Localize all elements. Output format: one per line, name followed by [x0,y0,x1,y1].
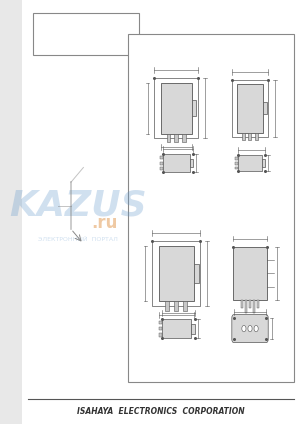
Bar [242,132,245,140]
Bar [263,102,267,114]
Bar [167,134,170,142]
Bar [232,80,268,137]
Bar [158,327,162,330]
Text: .ru: .ru [91,214,117,232]
Bar [191,324,195,334]
Bar [159,246,194,301]
Bar [128,34,294,382]
Bar [238,155,262,171]
Bar [241,300,243,308]
Bar [236,167,238,169]
Bar [33,13,139,55]
Bar [174,301,178,311]
Text: KAZUS: KAZUS [9,189,147,223]
Bar [190,159,193,167]
Bar [158,321,162,324]
Bar [154,78,198,138]
Bar [163,154,190,172]
Bar [160,167,163,170]
Bar [161,83,192,134]
Bar [165,301,169,311]
FancyBboxPatch shape [232,315,268,343]
Circle shape [242,326,246,332]
Bar [162,319,191,338]
Bar [192,100,196,116]
Bar [248,132,251,140]
Text: ЭЛЕКТРОННЫЙ  ПОРТАЛ: ЭЛЕКТРОННЫЙ ПОРТАЛ [38,237,118,242]
Bar [257,300,260,308]
Bar [249,300,251,308]
Circle shape [254,326,258,332]
Bar [233,247,267,300]
Bar [236,157,238,160]
Bar [158,333,162,337]
Circle shape [248,326,252,332]
Bar [160,162,163,165]
Bar [245,300,247,313]
Bar [255,132,258,140]
Bar [253,300,255,313]
Bar [182,134,186,142]
Bar [175,134,178,142]
Bar [194,264,199,283]
Bar [160,156,163,159]
Bar [237,84,263,132]
Text: ISAHAYA  ELECTRONICS  CORPORATION: ISAHAYA ELECTRONICS CORPORATION [77,407,245,416]
Bar [152,241,200,306]
Bar [236,162,238,165]
Bar [183,301,187,311]
Bar [262,159,265,167]
